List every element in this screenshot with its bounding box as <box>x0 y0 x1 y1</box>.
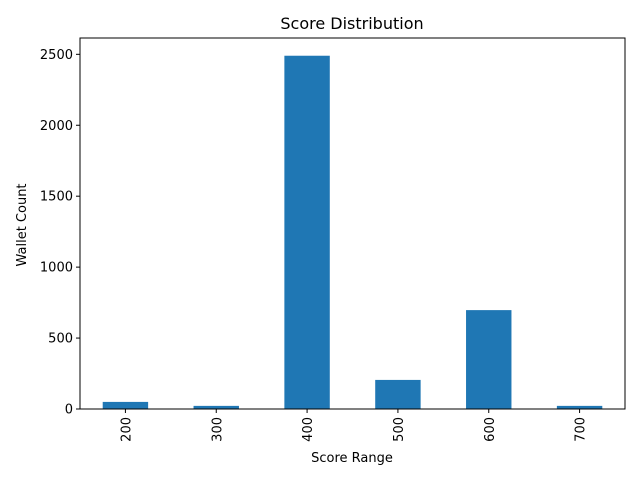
y-tick-label: 1000 <box>40 261 73 276</box>
bar-600 <box>466 310 512 409</box>
y-tick-label: 2000 <box>40 119 73 134</box>
bar-300 <box>193 405 239 409</box>
plot-frame <box>79 37 626 410</box>
bars-group <box>102 55 603 410</box>
y-tick-label: 2500 <box>40 48 73 63</box>
x-tick-label: 700 <box>574 417 589 442</box>
y-axis-label: Wallet Count <box>15 183 30 266</box>
bar-700 <box>556 405 603 409</box>
x-tick-label: 300 <box>210 417 225 442</box>
bar-200 <box>102 401 149 409</box>
x-tick-label: 400 <box>301 417 316 442</box>
x-tick-label: 200 <box>119 417 134 442</box>
bar-500 <box>375 379 421 409</box>
bar-400 <box>284 55 330 410</box>
x-tick-label: 500 <box>392 417 407 442</box>
y-tick-label: 0 <box>65 403 73 418</box>
x-axis: 200 300 400 500 600 700 <box>119 409 589 442</box>
y-tick-label: 1500 <box>40 190 73 205</box>
chart-title: Score Distribution <box>280 14 423 33</box>
y-tick-label: 500 <box>48 332 73 347</box>
y-axis: 0 500 1000 1500 2000 2500 <box>40 48 80 418</box>
x-tick-label: 600 <box>483 417 498 442</box>
x-axis-label: Score Range <box>311 451 393 466</box>
